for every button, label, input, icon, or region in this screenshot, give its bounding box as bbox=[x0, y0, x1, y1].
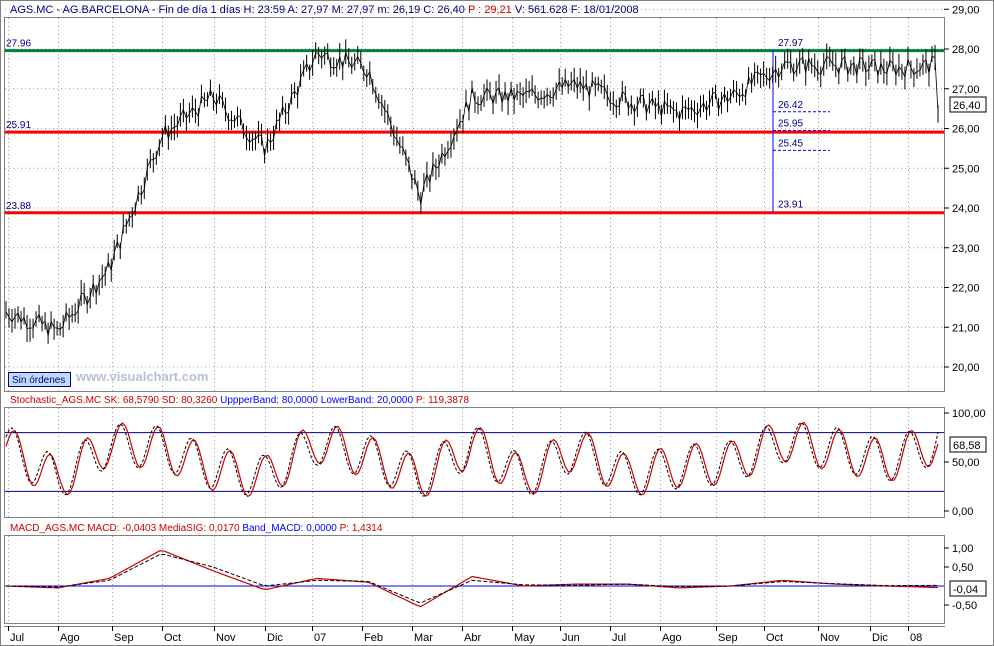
x-tick-label: 07 bbox=[314, 632, 326, 644]
x-tick-label: Mar bbox=[414, 632, 433, 644]
macd-grid bbox=[5, 536, 944, 623]
macd-last-marker: -0,04 bbox=[949, 580, 987, 597]
stoch-series bbox=[5, 421, 939, 498]
macd-tick-label: 1,00 bbox=[952, 543, 973, 555]
price-tick-label: 27,00 bbox=[952, 84, 980, 96]
x-tick-label: Dic bbox=[872, 632, 888, 644]
fib-label: 27.97 bbox=[778, 38, 803, 49]
price-tick-label: 24,00 bbox=[952, 203, 980, 215]
price-plot-area bbox=[4, 17, 945, 392]
x-tick-label: Jun bbox=[562, 632, 580, 644]
stoch-tick-label: 100,00 bbox=[952, 408, 986, 420]
time-axis: Jul Ago Sep Oct Nov Dic 07 Feb Mar Abr May Jun Jul Ag… bbox=[4, 626, 945, 644]
stoch-last-marker: 68,58 bbox=[949, 436, 987, 453]
macd-axis: 1,00 0,50 -0,50 bbox=[944, 543, 977, 612]
x-tick-label: Ago bbox=[60, 632, 80, 644]
x-tick-label: Sep bbox=[718, 632, 738, 644]
x-tick-label: Nov bbox=[820, 632, 840, 644]
stoch-last-value: 68,58 bbox=[953, 440, 981, 452]
price-line bbox=[5, 51, 939, 336]
watermark: www.visualchart.com bbox=[75, 369, 208, 384]
price-panel: 27.96 25.91 23.88 27.97 26.42 25.95 25.45 23.9… bbox=[4, 4, 987, 392]
fib-label: 25.95 bbox=[778, 118, 803, 129]
x-tick-label: Dic bbox=[267, 632, 283, 644]
macd-tick-label: -0,50 bbox=[952, 600, 977, 612]
x-tick-label: Oct bbox=[766, 632, 783, 644]
price-tick-label: 23,00 bbox=[952, 243, 980, 255]
x-tick-label: Feb bbox=[364, 632, 383, 644]
x-tick-label: Sep bbox=[114, 632, 134, 644]
price-tick-label: 29,00 bbox=[952, 4, 980, 16]
fib-label: 25.45 bbox=[778, 138, 803, 149]
stoch-tick-label: 50,00 bbox=[952, 457, 980, 469]
stoch-sd-line bbox=[5, 421, 939, 497]
x-tick-label: 08 bbox=[910, 632, 922, 644]
stoch-header: Stochastic_AGS.MC SK: 68,5790 SD: 80,326… bbox=[10, 395, 469, 406]
price-tick-label: 26,00 bbox=[952, 124, 980, 136]
price-axis: 29,00 28,00 27,00 26,00 25,00 24,00 23,00 22,00… bbox=[944, 4, 980, 374]
x-tick-label: Oct bbox=[164, 632, 181, 644]
stoch-panel: 100,00 50,00 0,00 Stochastic_AGS.MC SK: 68… bbox=[4, 395, 987, 518]
x-tick-label: Jul bbox=[612, 632, 626, 644]
level-label: 27.96 bbox=[6, 39, 31, 50]
x-tick-label: Jul bbox=[10, 632, 24, 644]
x-tick-label: May bbox=[514, 632, 535, 644]
price-header: AGS.MC - AG.BARCELONA - Fin de día 1 día… bbox=[10, 4, 639, 16]
price-tick-label: 25,00 bbox=[952, 163, 980, 175]
x-tick-label: Nov bbox=[216, 632, 236, 644]
stoch-sk-line bbox=[5, 421, 939, 498]
price-tick-label: 28,00 bbox=[952, 44, 980, 56]
macd-header: MACD_AGS.MC MACD: -0,0403 MediaSIG: 0,01… bbox=[10, 523, 383, 534]
macd-series bbox=[5, 550, 939, 608]
stoch-tick-label: 0,00 bbox=[952, 506, 973, 518]
fib-label: 26.42 bbox=[778, 100, 803, 111]
price-tick-label: 20,00 bbox=[952, 362, 980, 374]
price-series bbox=[5, 39, 939, 344]
price-last-value: 26,40 bbox=[953, 100, 981, 112]
macd-line bbox=[5, 550, 939, 608]
fib-label: 23.91 bbox=[778, 200, 803, 211]
price-tick-label: 22,00 bbox=[952, 283, 980, 295]
macd-signal-line bbox=[5, 553, 939, 604]
x-tick-label: Abr bbox=[464, 632, 481, 644]
x-tick-label: Ago bbox=[662, 632, 682, 644]
macd-tick-label: 0,50 bbox=[952, 562, 973, 574]
stoch-grid bbox=[5, 408, 944, 517]
sin-ordenes-badge[interactable]: Sin órdenes bbox=[8, 372, 71, 387]
level-label: 25.91 bbox=[6, 120, 31, 131]
price-grid bbox=[5, 8, 944, 391]
level-label: 23.88 bbox=[6, 201, 31, 212]
stoch-plot-area bbox=[4, 407, 945, 518]
price-tick-label: 21,00 bbox=[952, 322, 980, 334]
macd-last-value: -0,04 bbox=[953, 584, 978, 596]
badge-label: Sin órdenes bbox=[12, 375, 65, 386]
stoch-axis: 100,00 50,00 0,00 bbox=[944, 408, 986, 518]
price-last-marker: 26,40 bbox=[949, 96, 987, 113]
macd-panel: 1,00 0,50 -0,50 MACD_AGS.MC MACD: -0,0403 … bbox=[4, 523, 987, 624]
macd-plot-area bbox=[4, 535, 945, 624]
